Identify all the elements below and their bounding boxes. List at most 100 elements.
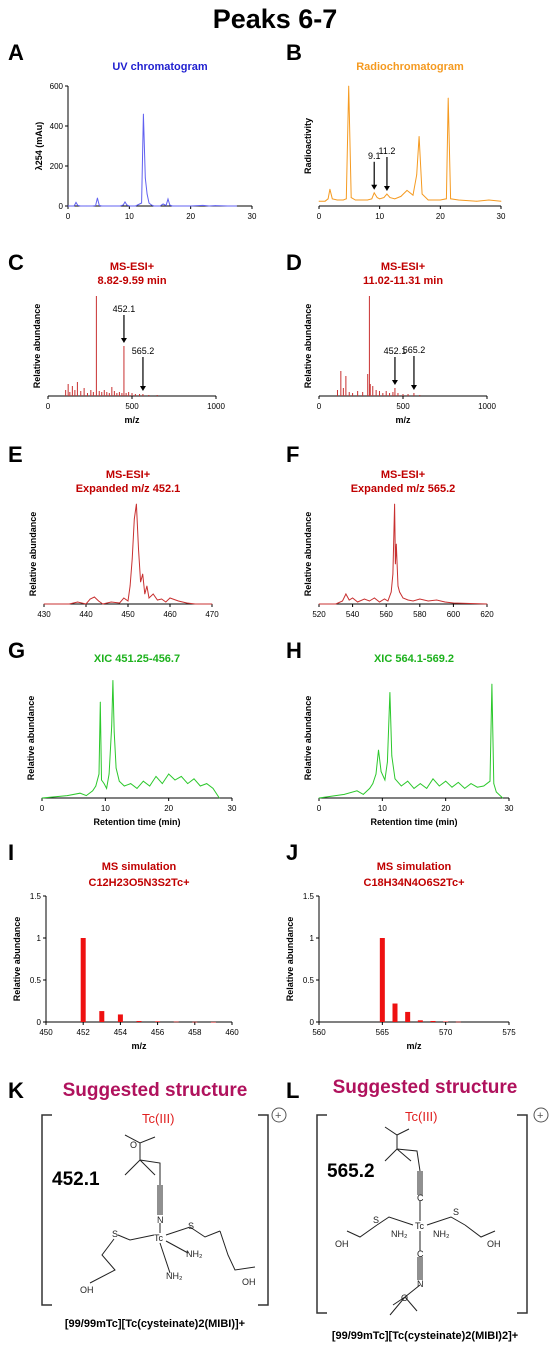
chart-e-point xyxy=(127,600,129,602)
chart-b-point xyxy=(394,198,396,200)
chart-g-point xyxy=(99,701,101,703)
chart-b-point xyxy=(476,200,478,202)
chart-h-point xyxy=(372,783,374,784)
chart-f-point xyxy=(352,597,353,599)
chart-a-point xyxy=(141,202,143,204)
chart-f-point xyxy=(444,601,446,603)
chart-h-point xyxy=(389,692,391,693)
chart-a-point xyxy=(101,205,103,207)
panel-letter-l: L xyxy=(286,1078,300,1103)
chart-g-point xyxy=(168,773,170,775)
svg-text:S: S xyxy=(112,1229,118,1239)
structure-k-mass: 452.1 xyxy=(52,1169,100,1190)
structure-k-metal: Tc(III) xyxy=(142,1111,175,1126)
chart-c-annotation-arrowhead xyxy=(139,386,146,391)
chart-a-ylabel: λ254 (mAu) xyxy=(34,122,44,171)
chart-i-xlabel: m/z xyxy=(131,1041,147,1051)
chart-j-xtick-label: 575 xyxy=(502,1028,516,1037)
chart-d-xtick-label: 1000 xyxy=(478,402,496,411)
chart-h-point xyxy=(483,785,485,787)
chart-j-bar xyxy=(392,1003,398,1022)
chart-b-point xyxy=(327,198,329,200)
chart-e-ylabel: Relative abundance xyxy=(28,512,38,597)
chart-b-point xyxy=(367,199,368,201)
chart-a-point xyxy=(67,205,69,207)
chart-h-point xyxy=(495,791,497,793)
chart-e-point xyxy=(144,593,146,595)
chart-f-point xyxy=(369,600,370,602)
chart-a-point xyxy=(162,203,164,205)
chart-g-point xyxy=(108,773,110,775)
svg-text:C: C xyxy=(417,1249,424,1259)
chart-d-annotation-arrowhead xyxy=(391,380,398,385)
chart-a-ytick-label: 200 xyxy=(50,162,64,171)
chart-e-point xyxy=(157,599,158,601)
chart-h-point xyxy=(464,788,466,789)
svg-text:S: S xyxy=(188,1221,194,1231)
chart-i-bar xyxy=(173,1021,179,1023)
chart-e-series-line xyxy=(44,503,212,605)
chart-h-point xyxy=(369,788,371,789)
chart-f-point xyxy=(379,601,380,603)
panel-letter-b: B xyxy=(286,40,302,65)
chart-e-point xyxy=(138,548,139,550)
chart-h-series-line xyxy=(318,683,504,799)
chart-h-point xyxy=(445,780,447,782)
chart-f-xtick-label: 580 xyxy=(413,610,427,619)
panel-letter-f: F xyxy=(286,442,300,467)
chart-a-point xyxy=(98,205,100,206)
chart-i-bar xyxy=(155,1021,161,1022)
chart-a-point xyxy=(236,205,238,207)
chart-g-point xyxy=(112,680,114,681)
chart-h-point xyxy=(391,755,393,757)
svg-text:Tc: Tc xyxy=(415,1221,425,1231)
chart-g-point xyxy=(199,785,201,787)
chart-e-point xyxy=(94,596,95,598)
chart-a-point xyxy=(171,205,173,207)
chart-h-point xyxy=(426,788,428,789)
chart-a-point xyxy=(146,193,148,195)
chart-a-point xyxy=(122,204,124,206)
svg-text:NH₂: NH₂ xyxy=(186,1249,203,1259)
chart-b-point xyxy=(348,85,350,87)
chart-b-point xyxy=(427,199,429,201)
chart-b-xtick-label: 20 xyxy=(436,212,445,221)
chart-g-point xyxy=(206,783,208,784)
chart-a-series-line xyxy=(68,113,237,207)
svg-text:NH₂: NH₂ xyxy=(391,1229,408,1239)
chart-h-xtick-label: 0 xyxy=(317,804,322,813)
chart-i-sim: MS simulation C12H23O5N3S2Tc+ 450 452 454 456… xyxy=(12,861,239,1051)
chart-h-title: XIC 564.1-569.2 xyxy=(374,653,454,665)
chart-b-point xyxy=(336,199,338,201)
svg-text:S: S xyxy=(453,1207,459,1217)
chart-j-ylabel: Relative abundance xyxy=(285,917,295,1002)
chart-b-point xyxy=(412,194,414,196)
chart-j-ytick-label: 0.5 xyxy=(303,976,315,985)
chart-f-point xyxy=(402,597,404,599)
chart-b-point xyxy=(331,198,333,200)
chart-j-bar xyxy=(455,1021,461,1023)
chart-e-point xyxy=(169,597,171,599)
chart-j-bar xyxy=(443,1021,449,1022)
chart-j-xtick-label: 570 xyxy=(439,1028,453,1037)
chart-h-point xyxy=(378,749,379,751)
panel-letter-g: G xyxy=(8,638,26,663)
chart-g-point xyxy=(95,785,97,787)
svg-text:+: + xyxy=(537,1110,543,1122)
svg-text:O: O xyxy=(130,1140,137,1150)
chart-i-formula: C12H23O5N3S2Tc+ xyxy=(89,877,190,889)
structure-l-mass: 565.2 xyxy=(327,1161,375,1182)
chart-b-series-line xyxy=(319,85,502,202)
chart-g-point xyxy=(103,783,105,784)
chart-g-point xyxy=(136,788,138,789)
chart-h-point xyxy=(502,797,504,799)
panel-letter-e: E xyxy=(8,442,23,467)
chart-h-point xyxy=(384,779,386,781)
chart-a-point xyxy=(169,204,171,206)
chart-f-xtick-label: 600 xyxy=(447,610,461,619)
panel-letter-k: K xyxy=(8,1078,24,1103)
chart-g-point xyxy=(193,778,195,780)
svg-text:NH₂: NH₂ xyxy=(166,1271,183,1281)
chart-h-ylabel: Relative abundance xyxy=(303,696,313,781)
chart-b-point xyxy=(379,198,381,200)
